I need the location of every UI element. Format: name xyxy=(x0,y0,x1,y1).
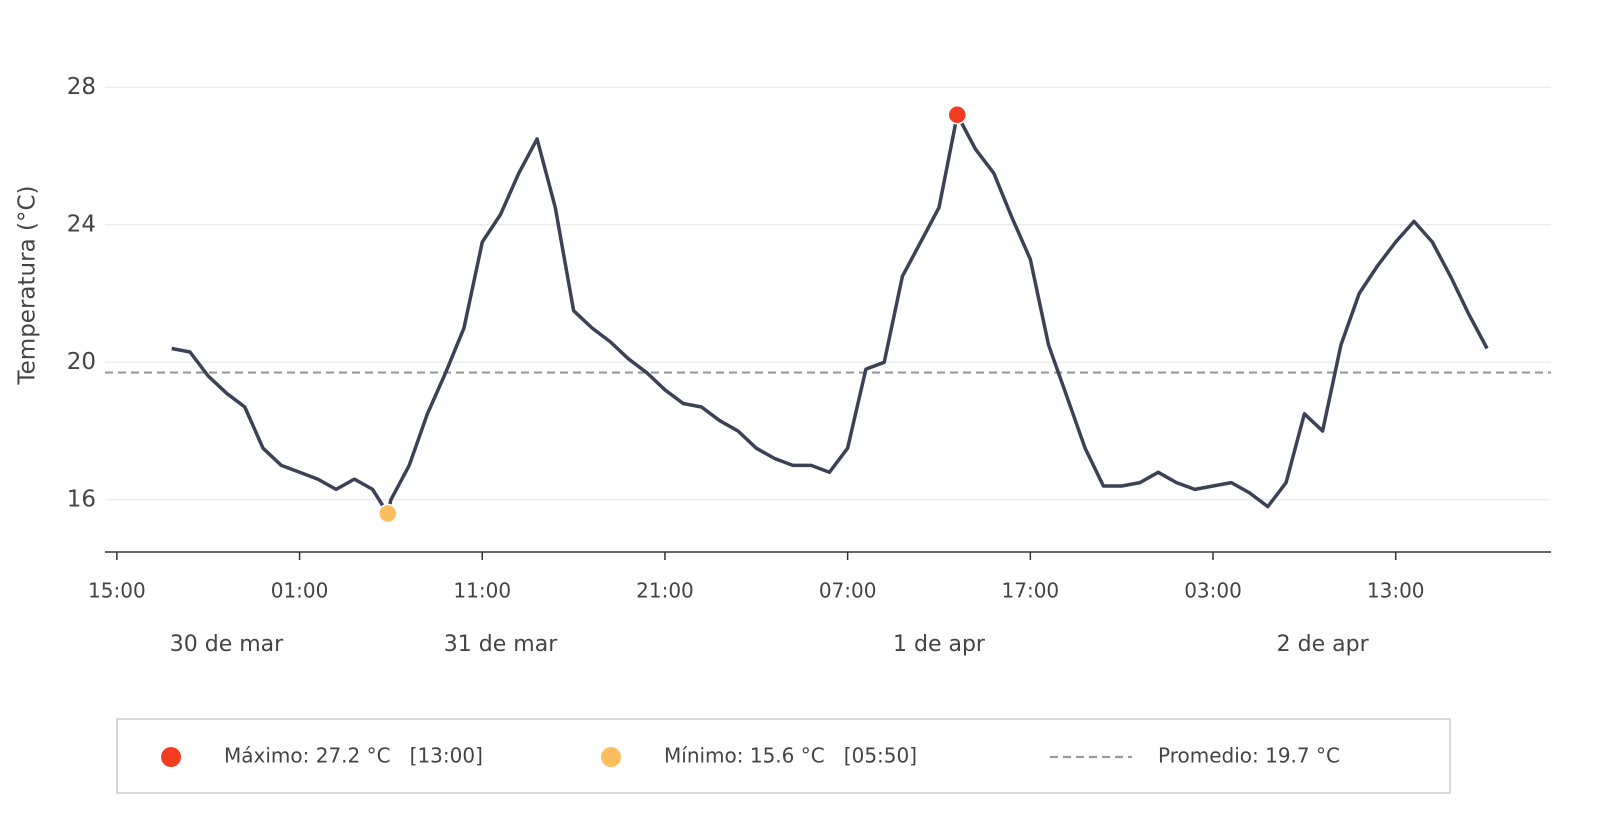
x-tick-label: 21:00 xyxy=(636,579,694,603)
y-tick-label: 24 xyxy=(67,211,96,237)
x-tick-label: 17:00 xyxy=(1002,579,1060,603)
x-tick-label: 11:00 xyxy=(453,579,511,603)
date-label: 1 de apr xyxy=(893,632,986,657)
y-tick-label: 16 xyxy=(67,486,96,512)
extreme-point xyxy=(378,503,398,524)
legend-label: Promedio: 19.7 °C xyxy=(1158,744,1340,768)
legend-label: Mínimo: 15.6 °C [05:50] xyxy=(664,744,917,768)
legend-marker xyxy=(601,747,621,767)
x-tick-label: 07:00 xyxy=(819,579,877,603)
x-tick-label: 13:00 xyxy=(1367,579,1425,603)
y-tick-label: 20 xyxy=(67,349,96,375)
temperature-line xyxy=(171,113,1489,516)
extreme-point xyxy=(947,105,968,125)
y-tick-label: 28 xyxy=(67,74,96,100)
legend-marker xyxy=(161,747,181,767)
date-label: 30 de mar xyxy=(170,632,284,657)
legend-label: Máximo: 27.2 °C [13:00] xyxy=(224,744,483,768)
x-tick-label: 03:00 xyxy=(1184,579,1242,603)
date-label: 31 de mar xyxy=(444,632,558,657)
legend-box xyxy=(116,718,1451,794)
x-tick-label: 01:00 xyxy=(271,579,329,603)
x-tick-label: 15:00 xyxy=(88,579,146,603)
date-label: 2 de apr xyxy=(1277,632,1370,657)
y-axis-label: Temperatura (°C) xyxy=(15,186,41,386)
